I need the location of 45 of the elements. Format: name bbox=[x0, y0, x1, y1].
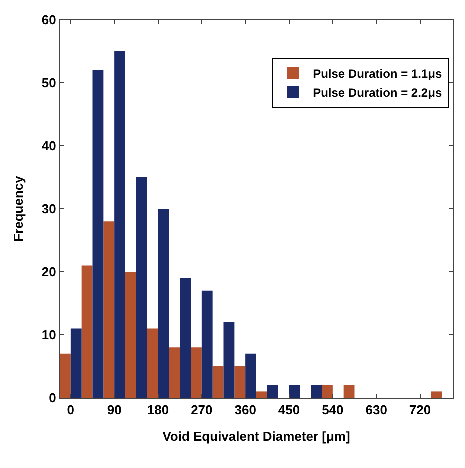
y-tick-label: 50 bbox=[42, 76, 56, 91]
bar bbox=[60, 354, 71, 398]
bar bbox=[114, 52, 126, 398]
y-tick-label: 30 bbox=[42, 202, 56, 217]
y-tick-label: 20 bbox=[42, 264, 56, 280]
bar bbox=[92, 70, 104, 398]
bar bbox=[311, 385, 322, 398]
x-axis-title: Void Equivalent Diameter [μm] bbox=[162, 429, 350, 444]
bar bbox=[126, 272, 136, 398]
bar bbox=[212, 366, 224, 398]
x-tick-label: 180 bbox=[147, 402, 170, 418]
bar bbox=[344, 385, 355, 398]
y-tick-label: 60 bbox=[42, 12, 56, 28]
y-tick-label: 10 bbox=[42, 328, 56, 343]
bar bbox=[180, 278, 191, 398]
bar bbox=[224, 322, 235, 398]
bar bbox=[70, 328, 82, 398]
x-tick-label: 720 bbox=[409, 402, 432, 418]
y-tick-label: 40 bbox=[42, 138, 56, 154]
bar bbox=[104, 222, 115, 398]
bar bbox=[234, 366, 246, 398]
legend-label: Pulse Duration = 1.1μs bbox=[313, 66, 442, 81]
bar bbox=[431, 392, 442, 398]
bar bbox=[169, 348, 180, 398]
bar bbox=[147, 328, 158, 398]
bar bbox=[202, 290, 213, 398]
bar bbox=[322, 385, 333, 398]
x-tick-label: 540 bbox=[322, 402, 344, 418]
x-tick-label: 270 bbox=[191, 402, 213, 418]
bar bbox=[191, 348, 202, 398]
x-tick-label: 90 bbox=[107, 402, 122, 418]
x-tick-label: 0 bbox=[67, 402, 75, 418]
legend-label: Pulse Duration = 2.2μs bbox=[313, 86, 442, 100]
bar bbox=[158, 209, 170, 398]
bar bbox=[289, 385, 300, 398]
y-axis-title: Frequency bbox=[10, 175, 26, 242]
bar bbox=[136, 178, 148, 398]
bar bbox=[267, 385, 278, 398]
x-tick-label: 360 bbox=[234, 402, 256, 418]
y-tick-label: 0 bbox=[49, 390, 56, 406]
x-tick-label: 630 bbox=[366, 402, 388, 418]
bar bbox=[246, 354, 256, 398]
bar bbox=[256, 392, 268, 398]
bar bbox=[82, 266, 93, 398]
x-tick-label: 450 bbox=[278, 402, 300, 418]
